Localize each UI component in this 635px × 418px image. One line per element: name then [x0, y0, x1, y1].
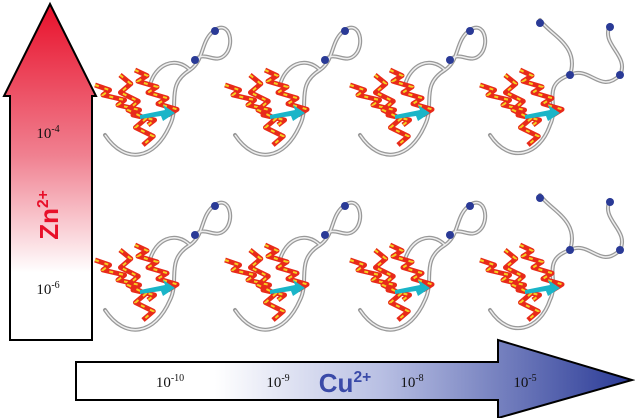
metal-ion — [446, 231, 454, 239]
metal-ion — [536, 19, 544, 27]
helix — [388, 242, 435, 293]
metal-ion — [211, 202, 219, 210]
ion-symbol: Cu — [319, 368, 354, 398]
metal-ion — [191, 56, 199, 64]
protein — [349, 25, 488, 157]
power-label: 10-10 — [156, 373, 184, 391]
cu-arrow — [75, 338, 635, 418]
ion-symbol: Zn — [34, 208, 64, 240]
protein — [479, 193, 624, 331]
exponent: -9 — [281, 373, 289, 384]
metal-ion — [616, 246, 624, 254]
base: 10 — [400, 375, 415, 391]
power-label: 10-5 — [513, 373, 536, 391]
helix-edge — [118, 74, 156, 146]
ion-charge: 2+ — [35, 190, 52, 208]
helix-edge — [373, 74, 411, 146]
helix — [263, 242, 310, 293]
strand — [140, 280, 175, 296]
metal-ion — [606, 198, 614, 206]
helix-edge — [224, 259, 287, 301]
helix — [133, 242, 180, 293]
exponent: -4 — [51, 124, 59, 135]
metal-ion — [606, 23, 614, 31]
protein — [94, 25, 233, 157]
power-label: 10-6 — [36, 280, 59, 298]
helix-edge — [503, 249, 541, 321]
helix — [518, 242, 565, 293]
helix-edge — [479, 259, 542, 301]
base: 10 — [36, 282, 51, 298]
strand — [525, 105, 560, 121]
metal-ion — [321, 56, 329, 64]
metal-ion — [466, 202, 474, 210]
power-label: 10-8 — [400, 373, 423, 391]
protein — [224, 25, 363, 157]
helix — [263, 67, 310, 118]
metal-ion — [191, 231, 199, 239]
metal-ion — [566, 246, 574, 254]
strand — [270, 280, 305, 296]
metal-ion — [566, 71, 574, 79]
helix-edge — [349, 84, 412, 126]
helix-edge — [248, 74, 286, 146]
ion-label: Cu2+ — [319, 368, 371, 398]
metal-ion — [341, 27, 349, 35]
strand — [270, 105, 305, 121]
metal-ion — [466, 27, 474, 35]
exponent: -8 — [415, 373, 423, 384]
helix-edge — [94, 259, 157, 301]
helix-edge — [349, 259, 412, 301]
metal-ion — [616, 71, 624, 79]
protein — [479, 18, 624, 156]
power-label: 10-4 — [36, 124, 59, 142]
exponent: -6 — [51, 280, 59, 291]
exponent: -5 — [528, 373, 536, 384]
protein — [94, 200, 233, 332]
helix-edge — [94, 84, 157, 126]
strand — [525, 280, 560, 296]
strand — [140, 105, 175, 121]
base: 10 — [36, 126, 51, 142]
protein — [349, 200, 488, 332]
metal-ion — [341, 202, 349, 210]
ion-charge: 2+ — [353, 369, 371, 386]
metal-ion — [446, 56, 454, 64]
helix-edge — [118, 249, 156, 321]
helix — [133, 67, 180, 118]
protein — [224, 200, 363, 332]
helix — [518, 67, 565, 118]
strand — [395, 280, 430, 296]
power-label: 10-9 — [266, 373, 289, 391]
helix — [388, 67, 435, 118]
exponent: -10 — [171, 373, 184, 384]
ion-label: Zn2+ — [34, 190, 64, 240]
metal-ion — [211, 27, 219, 35]
helix-edge — [479, 84, 542, 126]
zn-arrow — [2, 1, 98, 341]
metal-ion — [536, 194, 544, 202]
base: 10 — [266, 375, 281, 391]
strand — [395, 105, 430, 121]
metal-ion — [321, 231, 329, 239]
protein-structures — [94, 18, 624, 332]
helix-edge — [224, 84, 287, 126]
helix-edge — [373, 249, 411, 321]
helix-edge — [248, 249, 286, 321]
base: 10 — [513, 375, 528, 391]
helix-edge — [503, 74, 541, 146]
base: 10 — [156, 375, 171, 391]
